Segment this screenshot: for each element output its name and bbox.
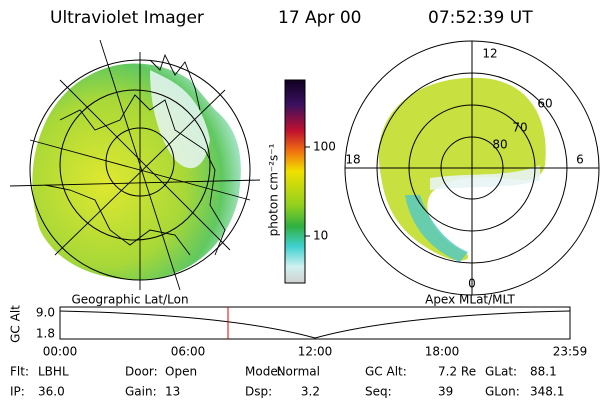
colorbar-label: photon cm⁻²s⁻¹	[267, 143, 281, 236]
time: 07:52:39 UT	[428, 8, 533, 28]
header: Ultraviolet Imager 17 Apr 00 07:52:39 UT	[50, 8, 533, 28]
mlt-label: 6	[576, 153, 584, 167]
lat-label: 60	[537, 97, 552, 111]
altitude-plot: GC Alt 9.0 1.8 00:00 06:00 12:00 18:00 23:59	[9, 305, 588, 359]
field-value: 7.2 Re	[438, 365, 476, 379]
dim-region	[430, 165, 540, 190]
mlt-label: 18	[345, 153, 360, 167]
colorbar-tick: 10	[313, 229, 328, 243]
polar-map: 12 18 6 0 80 70 60	[344, 40, 600, 296]
field-label: Door:	[125, 365, 158, 379]
y-label: 9.0	[36, 306, 55, 320]
lat-label: 80	[492, 138, 507, 152]
colorbar-tick: 100	[313, 140, 336, 154]
geographic-map	[9, 39, 261, 291]
field-value: Normal	[277, 365, 320, 379]
lat-ring	[59, 89, 211, 241]
title: Ultraviolet Imager	[50, 8, 204, 28]
field-value: 13	[165, 385, 180, 399]
field-value: 36.0	[38, 385, 65, 399]
x-labels: 00:00 06:00 12:00 18:00 23:59	[43, 345, 588, 359]
x-label: 00:00	[43, 345, 78, 359]
field-value: 88.1	[530, 365, 557, 379]
x-label: 18:00	[425, 345, 460, 359]
field-value: LBHL	[38, 365, 69, 379]
lat-label: 70	[512, 121, 527, 135]
field-label: GC Alt:	[365, 365, 407, 379]
field-label: Mode:	[245, 365, 282, 379]
field-value: 39	[438, 385, 453, 399]
aurora-image	[378, 77, 546, 261]
field-label: IP:	[10, 385, 25, 399]
field-label: Seq:	[365, 385, 392, 399]
aurora-edge	[405, 195, 468, 262]
axis-label: GC Alt	[9, 305, 23, 343]
field-label: GLat:	[485, 365, 517, 379]
x-label: 12:00	[298, 345, 333, 359]
plot-frame	[59, 306, 571, 340]
altitude-curve	[59, 310, 571, 339]
field-value: 348.1	[530, 385, 564, 399]
mlt-label: 12	[482, 47, 497, 61]
colorbar-scale	[284, 79, 306, 284]
coastline	[44, 53, 226, 256]
field-value: 3.2	[301, 385, 320, 399]
panel-label: Apex MLat/MLT	[425, 293, 515, 307]
x-label: 06:00	[171, 345, 206, 359]
panel-label: Geographic Lat/Lon	[71, 293, 188, 307]
mlt-label: 0	[468, 277, 476, 291]
colorbar: 100 10 photon cm⁻²s⁻¹	[267, 79, 336, 284]
field-label: Dsp:	[245, 385, 272, 399]
y-label: 1.8	[36, 327, 55, 341]
field-value: Open	[165, 365, 197, 379]
field-label: Gain:	[125, 385, 157, 399]
footer: Flt: LBHL Door: Open Mode:Normal GC Alt: 7.2 R…	[10, 365, 564, 399]
field-label: Flt:	[10, 365, 29, 379]
x-label: 23:59	[553, 345, 588, 359]
date: 17 Apr 00	[278, 8, 361, 28]
lon-lines	[9, 39, 261, 291]
field-label: GLon:	[485, 385, 520, 399]
